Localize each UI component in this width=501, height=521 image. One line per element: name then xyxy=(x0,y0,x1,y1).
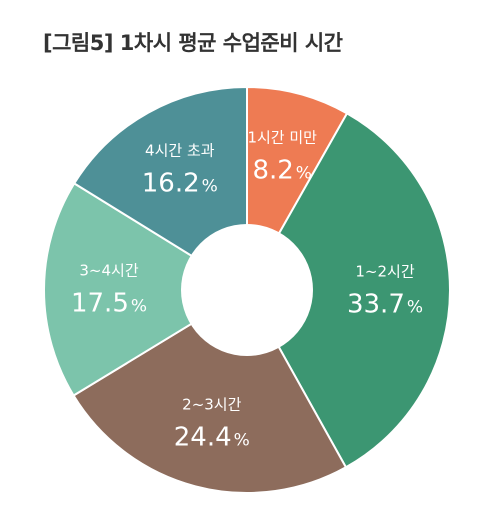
slice-value-lt-1h: 8.2% xyxy=(252,156,312,186)
slice-label-3-4h: 3~4시간 xyxy=(79,262,138,280)
slice-2-3h xyxy=(72,289,347,494)
slice-label-2-3h: 2~3시간 xyxy=(182,395,241,413)
slice-label-lt-1h: 1시간 미만 xyxy=(247,129,317,147)
slice-value-gt-4h: 16.2% xyxy=(142,169,218,199)
donut-hole xyxy=(181,224,313,356)
slice-gt-4h xyxy=(73,86,248,291)
slice-value-3-4h: 17.5% xyxy=(71,289,147,319)
slice-label-1-2h: 1~2시간 xyxy=(355,262,414,280)
slice-3-4h xyxy=(43,182,248,397)
chart-title: [그림5] 1차시 평균 수업준비 시간 xyxy=(43,31,343,55)
slice-label-gt-4h: 4시간 초과 xyxy=(145,142,215,160)
slice-value-2-3h: 24.4% xyxy=(174,422,250,452)
slice-1-2h xyxy=(246,112,451,469)
slice-value-1-2h: 33.7% xyxy=(347,289,423,319)
